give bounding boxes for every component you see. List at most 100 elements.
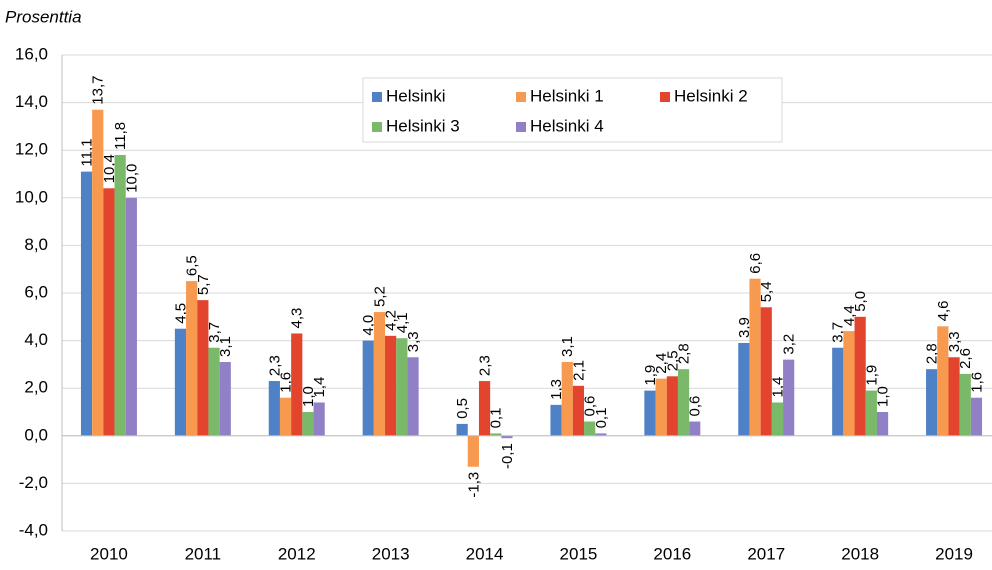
value-label: 4,6: [935, 300, 952, 321]
legend-swatch: [516, 92, 526, 102]
x-tick-label: 2010: [90, 544, 128, 563]
value-label: 4,5: [172, 303, 189, 324]
y-tick-label: 2,0: [24, 378, 48, 397]
value-label: 0,1: [488, 408, 505, 429]
bar: [219, 362, 231, 436]
bar: [208, 347, 220, 436]
bar: [677, 369, 690, 436]
value-label: 3,3: [946, 331, 963, 352]
bar: [865, 390, 877, 436]
legend-label: Helsinki: [386, 86, 446, 105]
value-label: 3,7: [830, 322, 847, 343]
y-tick-label: 6,0: [24, 282, 48, 301]
value-label: 2,6: [957, 348, 974, 369]
bar: [843, 331, 855, 436]
value-label: 0,6: [687, 396, 704, 417]
bar: [749, 278, 761, 436]
y-tick-label: 16,0: [15, 44, 48, 63]
value-label: 10,0: [123, 164, 140, 193]
value-label: 11,8: [112, 122, 129, 150]
y-tick-label: -2,0: [19, 473, 48, 492]
y-tick-label: 0,0: [24, 425, 48, 444]
x-tick-label: 2013: [372, 544, 410, 563]
x-tick-label: 2014: [466, 544, 504, 563]
value-label: 4,2: [383, 310, 400, 331]
x-tick-label: 2018: [841, 544, 879, 563]
bar: [876, 412, 889, 436]
bar: [456, 423, 468, 436]
bar: [385, 335, 397, 436]
value-label: 0,6: [582, 396, 599, 417]
legend-label: Helsinki 2: [674, 86, 748, 105]
value-label: 3,1: [559, 336, 576, 357]
bar: [92, 109, 104, 436]
bar: [103, 188, 115, 436]
value-label: 5,7: [195, 274, 212, 295]
value-label: 4,1: [394, 312, 411, 333]
bar: [948, 357, 960, 436]
value-label: 2,3: [477, 355, 494, 376]
bar: [114, 154, 126, 436]
legend-label: Helsinki 3: [386, 116, 460, 135]
y-tick-label: 14,0: [15, 92, 48, 111]
bar: [197, 300, 209, 436]
bar: [572, 385, 585, 436]
value-label: 1,4: [311, 377, 328, 398]
bar: [174, 328, 187, 436]
value-label: 1,9: [863, 365, 880, 386]
x-tick-label: 2015: [560, 544, 598, 563]
y-tick-label: 8,0: [24, 235, 48, 254]
value-label: 2,4: [653, 353, 670, 374]
y-tick-label: -4,0: [19, 520, 48, 539]
bar: [926, 369, 938, 436]
value-label: 2,8: [924, 343, 941, 364]
bar: [970, 397, 983, 436]
bar: [584, 421, 596, 436]
bar: [186, 281, 198, 436]
bar: [689, 421, 701, 436]
bar: [467, 435, 479, 467]
value-label: 3,2: [781, 334, 798, 355]
bar: [959, 373, 971, 436]
value-label: 4,3: [289, 308, 306, 329]
value-label: 2,8: [676, 343, 693, 364]
bar: [738, 342, 750, 436]
value-label: 3,3: [405, 331, 422, 352]
value-label: 1,3: [548, 379, 565, 400]
bar: [595, 433, 607, 436]
value-label: 3,1: [217, 336, 234, 357]
value-label: 2,5: [664, 350, 681, 371]
bar: [854, 316, 866, 436]
x-tick-label: 2012: [278, 544, 316, 563]
bar: [655, 378, 667, 436]
legend-swatch: [372, 92, 382, 102]
bar: [362, 340, 374, 436]
value-label: 5,0: [852, 291, 869, 312]
value-label: 1,9: [642, 365, 659, 386]
bar: [490, 433, 502, 436]
value-label: 13,7: [90, 76, 107, 105]
bar: [125, 197, 137, 436]
value-label: 1,0: [300, 386, 317, 407]
bar: [937, 326, 949, 436]
y-tick-label: 12,0: [15, 140, 48, 159]
value-label: 0,1: [593, 408, 610, 429]
value-label: 2,3: [266, 355, 283, 376]
value-label: 6,5: [184, 255, 201, 276]
bar: [291, 333, 303, 436]
value-label: 1,4: [769, 377, 786, 398]
bar: [373, 312, 386, 436]
bar: [302, 412, 314, 436]
legend-box: [362, 77, 783, 143]
value-label: 1,6: [968, 372, 985, 393]
bar: [760, 307, 772, 436]
bar: [80, 171, 93, 436]
legend-swatch: [660, 92, 670, 102]
x-tick-label: 2017: [747, 544, 785, 563]
bar: [501, 435, 513, 439]
value-label: 4,0: [360, 315, 377, 336]
y-axis-label: Prosenttia: [5, 7, 82, 26]
value-label: 11,1: [79, 139, 96, 167]
value-label: 0,5: [454, 398, 471, 419]
